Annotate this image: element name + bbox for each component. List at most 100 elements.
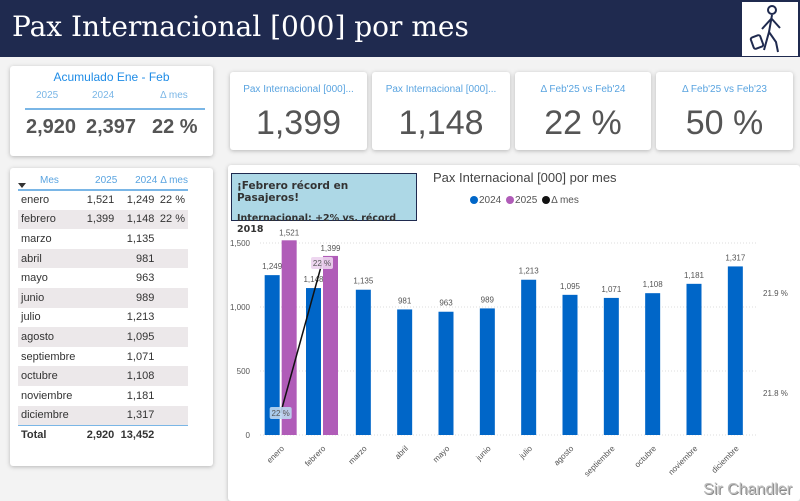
- header: Pax Internacional [000] por mes: [0, 0, 800, 57]
- col-header[interactable]: Mes: [18, 172, 84, 191]
- table-row[interactable]: junio 989: [18, 287, 188, 308]
- bar-label-2024: 1,108: [643, 280, 664, 289]
- table-cell: [157, 347, 188, 367]
- bar-2025[interactable]: [323, 255, 338, 435]
- table-cell: [157, 248, 188, 269]
- table-cell: 1,181: [126, 389, 155, 402]
- table-row[interactable]: marzo 1,135: [18, 229, 188, 249]
- bar-label-2024: 989: [481, 295, 495, 304]
- delta-label: 22 %: [313, 259, 331, 268]
- kpi-label: Δ Feb'25 vs Feb'24: [540, 84, 626, 95]
- bar-2024[interactable]: [355, 289, 371, 435]
- kpi-value: 1,399: [255, 104, 342, 142]
- table-row[interactable]: noviembre 1,181: [18, 386, 188, 406]
- bar-2024[interactable]: [306, 288, 321, 435]
- col-header[interactable]: 2025: [83, 172, 118, 191]
- bar-chart: 0 500 1,000 1,500 21.8 % 21.9 % 1,249 1,521 ener…: [230, 228, 788, 478]
- legend-label[interactable]: Δ mes: [551, 195, 579, 206]
- table-row[interactable]: agosto 1,095: [18, 327, 188, 347]
- table-row[interactable]: septiembre 1,071: [18, 347, 188, 367]
- kpi-card: Δ Feb'25 vs Feb'24 22 %: [515, 72, 651, 150]
- table-cell: [84, 268, 117, 288]
- header-delta: Δ mes: [160, 90, 188, 101]
- kpi-card: Pax Internacional [000]... 1,148: [372, 72, 510, 150]
- x-tick-label: febrero: [303, 444, 328, 469]
- bar-label-2024: 1,148: [303, 275, 324, 284]
- table-cell: [84, 386, 117, 406]
- table-row[interactable]: julio 1,213: [18, 308, 188, 328]
- x-tick-label: enero: [265, 444, 286, 465]
- value-2024: 2,397: [86, 116, 137, 138]
- table-cell: [157, 386, 188, 406]
- bar-label-2024: 1,071: [601, 285, 622, 294]
- table-cell: agosto: [18, 327, 84, 347]
- table-cell: septiembre: [21, 350, 76, 363]
- bar-2024[interactable]: [521, 279, 537, 435]
- col-header[interactable]: Δ mes: [157, 172, 188, 191]
- table-row[interactable]: abril 981: [18, 248, 188, 269]
- table-cell: noviembre: [21, 389, 73, 402]
- header-2024: 2024: [92, 90, 115, 101]
- table-cell: [83, 327, 118, 347]
- table-cell: 22 %: [159, 194, 185, 207]
- bar-label-2024: 1,095: [560, 282, 581, 291]
- note-subtitle: Internacional: +2% vs. récord 2018: [237, 213, 397, 235]
- table-cell: [84, 347, 117, 367]
- x-tick-label: julio: [517, 444, 535, 462]
- record-note: ¡Febrero récord en Pasajeros! Internacio…: [231, 173, 417, 235]
- bar-2024[interactable]: [438, 311, 454, 435]
- note-title: ¡Febrero récord en Pasajeros!: [237, 180, 349, 204]
- kpi-value: 22 %: [544, 104, 622, 142]
- bar-2024[interactable]: [727, 266, 743, 435]
- table-cell: [157, 287, 188, 308]
- bar-label-2025: 1,521: [279, 228, 300, 237]
- delta-line: [279, 262, 323, 414]
- kpi-label: Δ Feb'25 vs Feb'23: [682, 84, 767, 95]
- legend-dot-2025: [506, 196, 515, 204]
- table-row[interactable]: febrero 1,399 1,148 22 %: [18, 209, 188, 230]
- table-cell: 989: [117, 287, 158, 308]
- bar-2025[interactable]: [281, 240, 297, 435]
- table-cell: [157, 366, 188, 386]
- header-2025: 2025: [36, 90, 59, 101]
- delta-label-bg: [269, 407, 292, 419]
- table-cell: [83, 366, 118, 386]
- x-tick-label: agosto: [552, 444, 576, 468]
- bar-label-2024: 1,249: [262, 262, 283, 271]
- bar-2024[interactable]: [264, 275, 280, 435]
- table-cell: 1,071: [126, 350, 155, 363]
- value-2025: 2,920: [26, 116, 77, 138]
- bar-2024[interactable]: [397, 309, 413, 435]
- table-cell: mayo: [21, 272, 48, 285]
- bar-label-2024: 1,135: [353, 277, 374, 286]
- bar-label-2024: 1,213: [519, 267, 540, 276]
- bar-2024[interactable]: [562, 294, 578, 435]
- x-tick-label: abril: [393, 444, 410, 461]
- monthly-table: Mes 2025 2024 Δ mes enero 1,521 1,249 22 % f…: [18, 172, 188, 445]
- col-header[interactable]: 2024: [117, 172, 158, 191]
- table-cell: 963: [135, 272, 155, 285]
- table-cell: 1,521: [86, 194, 115, 207]
- y2-tick-label: 21.9 %: [763, 289, 788, 298]
- x-tick-label: noviembre: [667, 444, 700, 477]
- kpi-value: 50 %: [685, 104, 764, 142]
- x-tick-label: mayo: [431, 444, 452, 465]
- bar-2024[interactable]: [645, 293, 661, 435]
- table-row[interactable]: mayo 963: [18, 268, 188, 288]
- table-row[interactable]: octubre 1,108: [18, 366, 188, 386]
- bar-2024[interactable]: [686, 283, 702, 435]
- table-cell: [84, 229, 117, 249]
- value-delta: 22 %: [152, 116, 198, 138]
- table-row[interactable]: enero 1,521 1,249 22 %: [18, 190, 188, 210]
- delta-label: 22 %: [272, 409, 290, 418]
- legend-dot-2024: [470, 196, 478, 204]
- bar-label-2024: 1,181: [684, 271, 705, 280]
- legend-label[interactable]: 2025: [515, 195, 538, 206]
- table-cell: 1,213: [126, 311, 155, 324]
- bar-2024[interactable]: [479, 308, 495, 435]
- accumulated-card: Acumulado Ene - Feb 2025 2024 Δ mes 2,92…: [10, 66, 213, 156]
- table-row[interactable]: diciembre 1,317: [18, 405, 188, 426]
- divider: [25, 108, 205, 110]
- legend-label[interactable]: 2024: [479, 195, 502, 206]
- bar-2024[interactable]: [603, 297, 619, 435]
